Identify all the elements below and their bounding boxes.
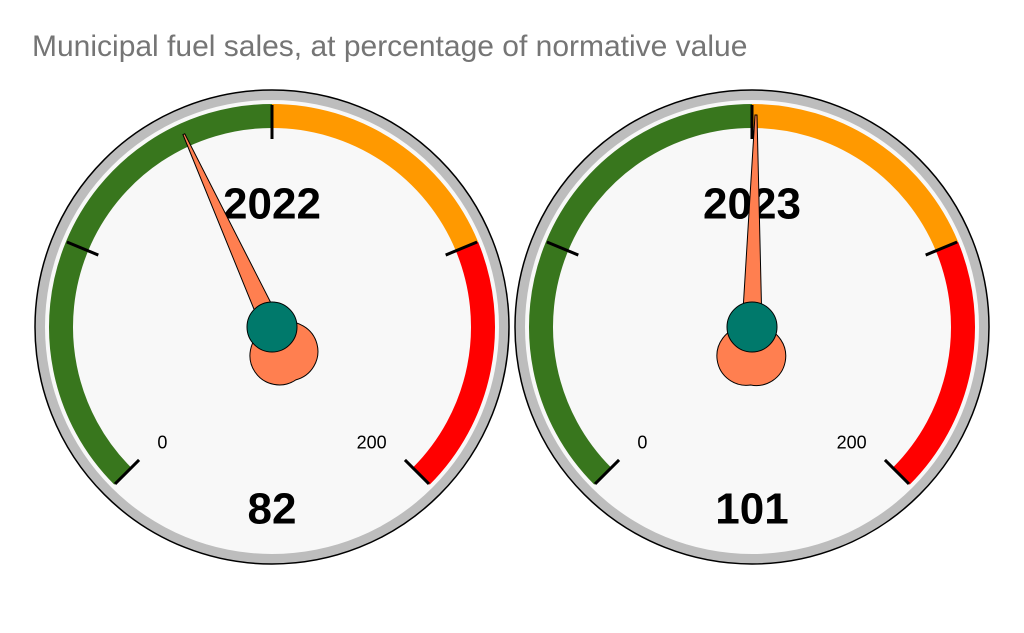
gauge-band bbox=[751, 104, 959, 251]
tick-mark bbox=[403, 458, 431, 486]
gauge-band bbox=[412, 241, 495, 485]
gauge-value: 101 bbox=[715, 485, 788, 534]
needle bbox=[716, 114, 787, 387]
tick-label: 0 bbox=[157, 432, 167, 452]
gauge-value: 82 bbox=[248, 485, 297, 534]
needle-hub bbox=[726, 301, 778, 353]
tick-mark bbox=[925, 240, 958, 257]
tick-mark bbox=[113, 458, 141, 486]
gauge-band bbox=[892, 241, 975, 485]
tick-mark bbox=[593, 458, 621, 486]
tick-label: 200 bbox=[357, 432, 387, 452]
needle bbox=[182, 133, 319, 386]
tick-mark bbox=[445, 240, 478, 257]
tick-mark bbox=[546, 240, 579, 257]
tick-mark bbox=[66, 240, 99, 257]
gauge-band bbox=[271, 104, 479, 251]
needle-hub bbox=[246, 301, 298, 353]
tick-mark bbox=[883, 458, 911, 486]
tick-label: 200 bbox=[837, 432, 867, 452]
gauge-title: 2022 bbox=[223, 180, 321, 229]
tick-label: 0 bbox=[637, 432, 647, 452]
chart-title: Municipal fuel sales, at percentage of n… bbox=[32, 30, 747, 63]
